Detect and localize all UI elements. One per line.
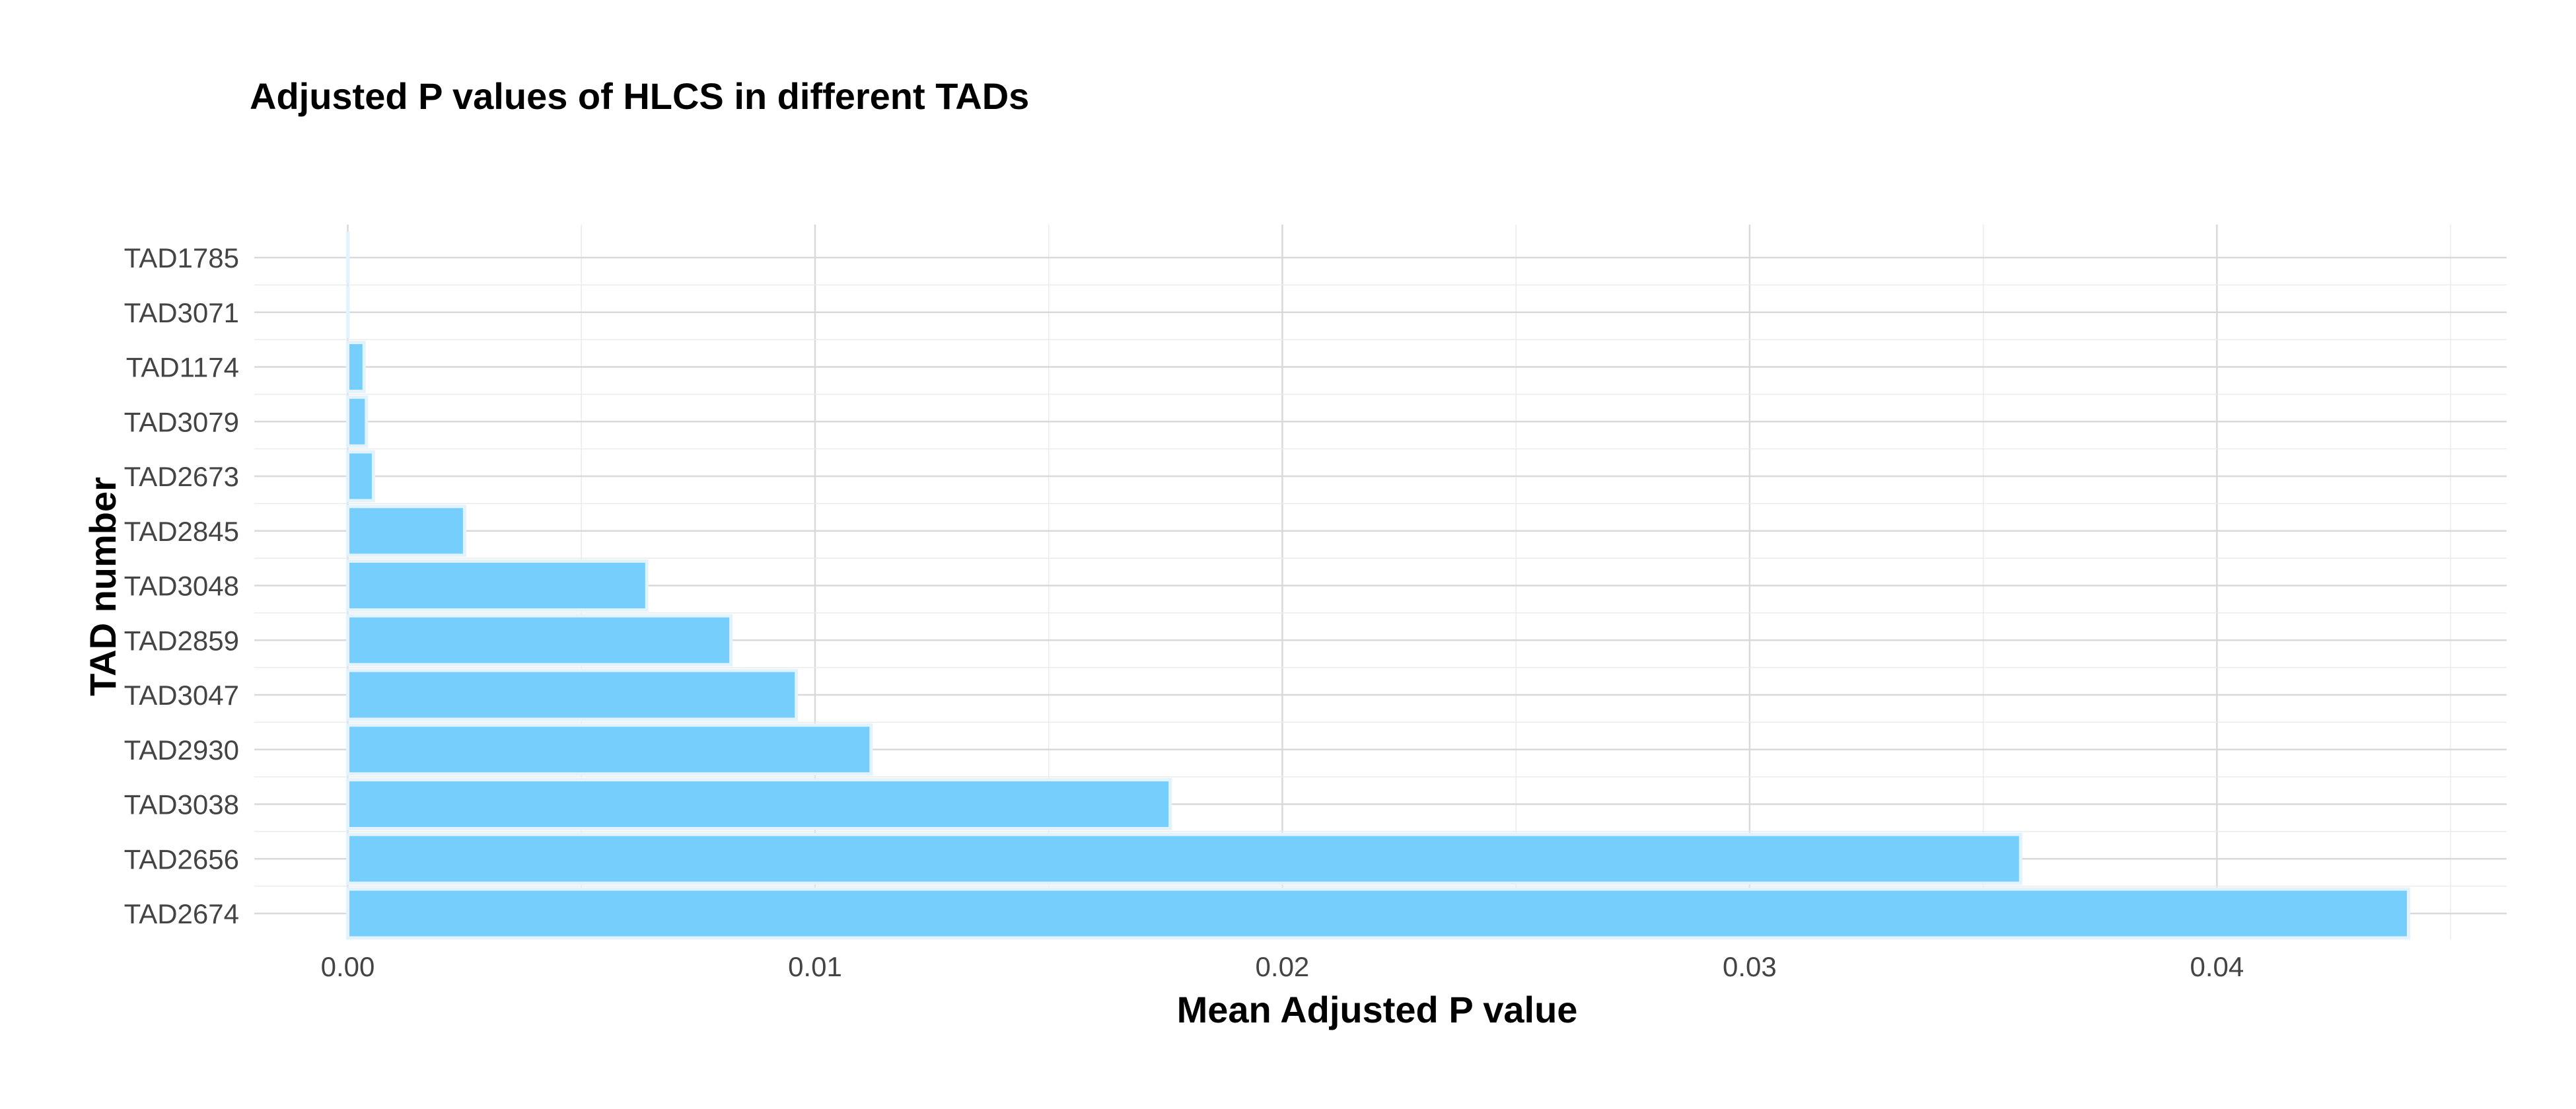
bar-tad2859	[345, 614, 733, 666]
x-tick-labels: 0.00 0.01 0.02 0.03 0.04	[321, 951, 2244, 982]
bars	[345, 231, 2410, 940]
bar-tad2673	[345, 450, 375, 503]
y-tick-label: TAD3071	[124, 297, 239, 328]
bar-tad3047	[345, 668, 799, 721]
chart-title: Adjusted P values of HLCS in different T…	[250, 75, 1029, 117]
y-tick-label: TAD2673	[124, 461, 239, 492]
bar-tad3071	[345, 286, 350, 339]
bar-tad1174	[345, 341, 366, 393]
y-tick-label: TAD3038	[124, 789, 239, 820]
bar-tad2656	[345, 832, 2022, 885]
bar-tad3079	[345, 395, 369, 448]
x-tick-label: 0.03	[1723, 951, 1777, 982]
bar-tad3048	[345, 559, 649, 612]
y-tick-label: TAD2674	[124, 898, 239, 929]
y-tick-label: TAD3079	[124, 406, 239, 437]
x-tick-label: 0.04	[2190, 951, 2244, 982]
bar-tad1785	[345, 231, 350, 284]
y-tick-labels: TAD1785 TAD3071 TAD1174 TAD3079 TAD2673 TAD28…	[124, 242, 239, 929]
y-tick-label: TAD1785	[124, 242, 239, 273]
x-axis-title: Mean Adjusted P value	[1177, 989, 1578, 1030]
bar-tad2674	[345, 887, 2410, 940]
y-tick-label: TAD1174	[126, 352, 239, 383]
y-axis-title: TAD number	[82, 477, 124, 696]
x-tick-label: 0.02	[1256, 951, 1310, 982]
bar-tad2930	[345, 723, 873, 776]
y-tick-label: TAD2930	[124, 734, 239, 766]
x-tick-label: 0.00	[321, 951, 375, 982]
bar-tad3038	[345, 778, 1172, 830]
y-tick-label: TAD2845	[124, 516, 239, 547]
y-tick-label: TAD3048	[124, 571, 239, 602]
bar-tad2845	[345, 505, 466, 557]
x-tick-label: 0.01	[788, 951, 842, 982]
y-tick-label: TAD2656	[124, 843, 239, 875]
y-tick-label: TAD3047	[124, 680, 239, 711]
y-tick-label: TAD2859	[124, 625, 239, 656]
